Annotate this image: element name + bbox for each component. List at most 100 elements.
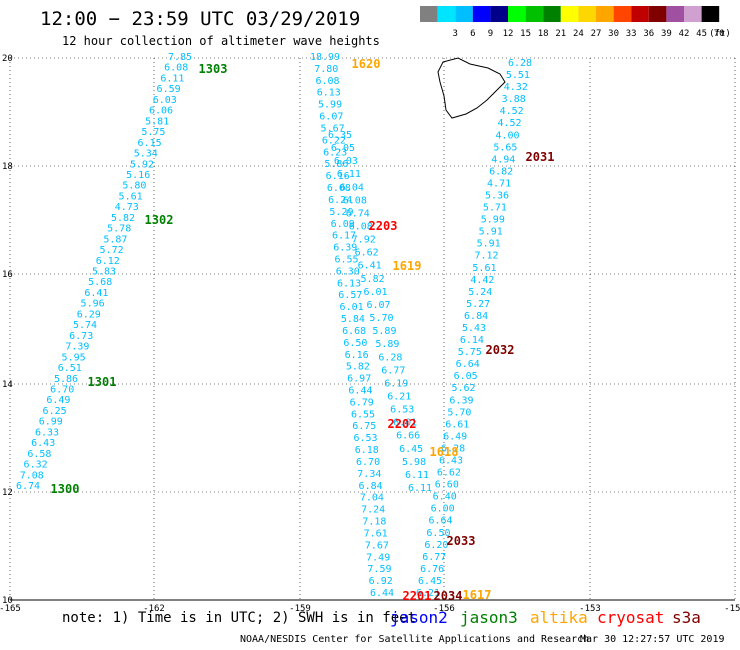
wave-height-value: 18.99 (310, 52, 340, 63)
wave-height-value: 6.30 (336, 266, 360, 277)
wave-height-value: 5.34 (134, 149, 158, 160)
satellite-legend-cryosat: cryosat (597, 608, 665, 627)
pass-time-label: 2033 (447, 534, 476, 548)
wave-height-value: 6.62 (355, 248, 379, 259)
wave-height-value: 6.13 (317, 88, 341, 99)
legend-tick-label: 3 (452, 29, 457, 39)
wave-height-value: 5.61 (472, 263, 496, 274)
wave-height-value: 4.00 (495, 130, 519, 141)
wave-height-value: 5.95 (62, 352, 86, 363)
legend-swatch (578, 6, 596, 22)
wave-height-value: 6.08 (327, 183, 351, 194)
wave-height-value: 6.64 (456, 359, 480, 370)
wave-height-value: 6.08 (315, 76, 339, 87)
wave-height-value: 5.62 (451, 383, 475, 394)
latitude-label: 10 (2, 596, 13, 606)
wave-height-value: 6.55 (334, 254, 358, 265)
wave-height-value: 5.43 (462, 323, 486, 334)
legend-tick-label: 39 (661, 29, 672, 39)
wave-height-value: 5.82 (111, 213, 135, 224)
wave-height-value: 6.77 (422, 552, 446, 563)
latitude-label: 18 (2, 162, 13, 172)
wave-height-value: 6.17 (332, 231, 356, 242)
wave-height-value: 5.78 (107, 224, 131, 235)
wave-height-value: 5.84 (341, 314, 365, 325)
legend-swatch (648, 6, 667, 22)
wave-height-value: 6.07 (319, 112, 343, 123)
latitude-label: 14 (2, 380, 13, 390)
wave-height-value: 7.24 (361, 505, 385, 516)
wave-height-value: 5.99 (481, 215, 505, 226)
wave-height-value: 5.70 (447, 407, 471, 418)
wave-height-value: 6.60 (435, 480, 459, 491)
wave-height-value: 6.00 (431, 504, 455, 515)
wave-height-value: 5.29 (329, 207, 353, 218)
wave-height-value: 5.67 (321, 123, 345, 134)
wave-height-value: 6.70 (356, 457, 380, 468)
wave-height-value: 6.11 (160, 73, 184, 84)
wave-height-value: 6.44 (370, 588, 394, 599)
satellite-legend-jason3: jason3 (460, 608, 518, 627)
legend-tick-label: 45 (696, 29, 707, 39)
wave-height-value: 6.05 (454, 371, 478, 382)
longitude-label: -159 (289, 604, 311, 614)
wave-height-value: 6.33 (35, 427, 59, 438)
wave-height-value: 7.92 (352, 235, 376, 246)
wave-height-value: 7.67 (365, 540, 389, 551)
pass-time-label: 2201 (403, 589, 432, 603)
wave-height-value: 7.59 (367, 564, 391, 575)
wave-height-value: 5.75 (141, 127, 165, 138)
wave-height-value: 6.61 (445, 419, 469, 430)
wave-height-value: 5.75 (458, 347, 482, 358)
wave-height-value: 6.19 (384, 378, 408, 389)
wave-height-value: 6.49 (46, 395, 70, 406)
legend-tick-label: 15 (520, 29, 531, 39)
wave-height-value: 4.94 (491, 154, 515, 165)
wave-height-value: 5.82 (346, 362, 370, 373)
longitude-label: -156 (433, 604, 455, 614)
wave-height-value: 7.18 (362, 517, 386, 528)
wave-height-value: 6.55 (351, 409, 375, 420)
wave-height-value: 5.96 (81, 299, 105, 310)
legend-tick-label: 12 (503, 29, 514, 39)
legend-tick-label: 18 (538, 29, 549, 39)
latitude-label: 16 (2, 270, 13, 280)
wave-height-value: 3.88 (502, 94, 526, 105)
wave-height-value: 5.36 (485, 191, 509, 202)
wave-height-value: 6.21 (416, 588, 440, 599)
wave-height-value: 6.79 (350, 397, 374, 408)
wave-height-value: 6.50 (343, 338, 367, 349)
wave-height-value: 5.71 (483, 203, 507, 214)
wave-height-value: 5.61 (119, 191, 143, 202)
wave-height-value: 5.99 (318, 100, 342, 111)
wave-height-value: 5.86 (324, 159, 348, 170)
wave-height-value: 6.18 (355, 445, 379, 456)
wave-height-value: 6.13 (337, 278, 361, 289)
wave-height-value: 6.16 (345, 350, 369, 361)
wave-height-value: 5.51 (506, 70, 530, 81)
legend-swatch (684, 6, 702, 22)
wave-height-value: 5.92 (130, 159, 154, 170)
pass-time-label: 2202 (388, 417, 417, 431)
wave-height-value: 6.15 (138, 138, 162, 149)
legend-swatch (613, 6, 632, 22)
wave-height-value: 6.35 (328, 130, 352, 141)
wave-height-value: 6.11 (408, 483, 432, 494)
pass-time-label: 2032 (486, 343, 515, 357)
footnote: note: 1) Time is in UTC; 2) SWH is in fe… (62, 610, 417, 626)
wave-height-value: 5.65 (493, 142, 517, 153)
legend-tick-label: 42 (679, 29, 690, 39)
legend-swatch (437, 6, 456, 22)
legend-tick-label: 21 (555, 29, 566, 39)
pass-time-label: 1617 (463, 588, 492, 602)
wave-height-value: 6.25 (43, 406, 67, 417)
page-title: 12:00 − 23:59 UTC 03/29/2019 (40, 8, 361, 30)
legend-swatch (420, 6, 438, 22)
pass-time-label: 1620 (352, 57, 381, 71)
wave-height-value: 6.03 (334, 156, 358, 167)
wave-height-value: 5.82 (361, 274, 385, 285)
legend-unit: (ft) (709, 29, 730, 39)
wave-height-value: 5.81 (145, 116, 169, 127)
wave-height-value: 6.57 (338, 290, 362, 301)
latitude-label: 20 (2, 54, 13, 64)
